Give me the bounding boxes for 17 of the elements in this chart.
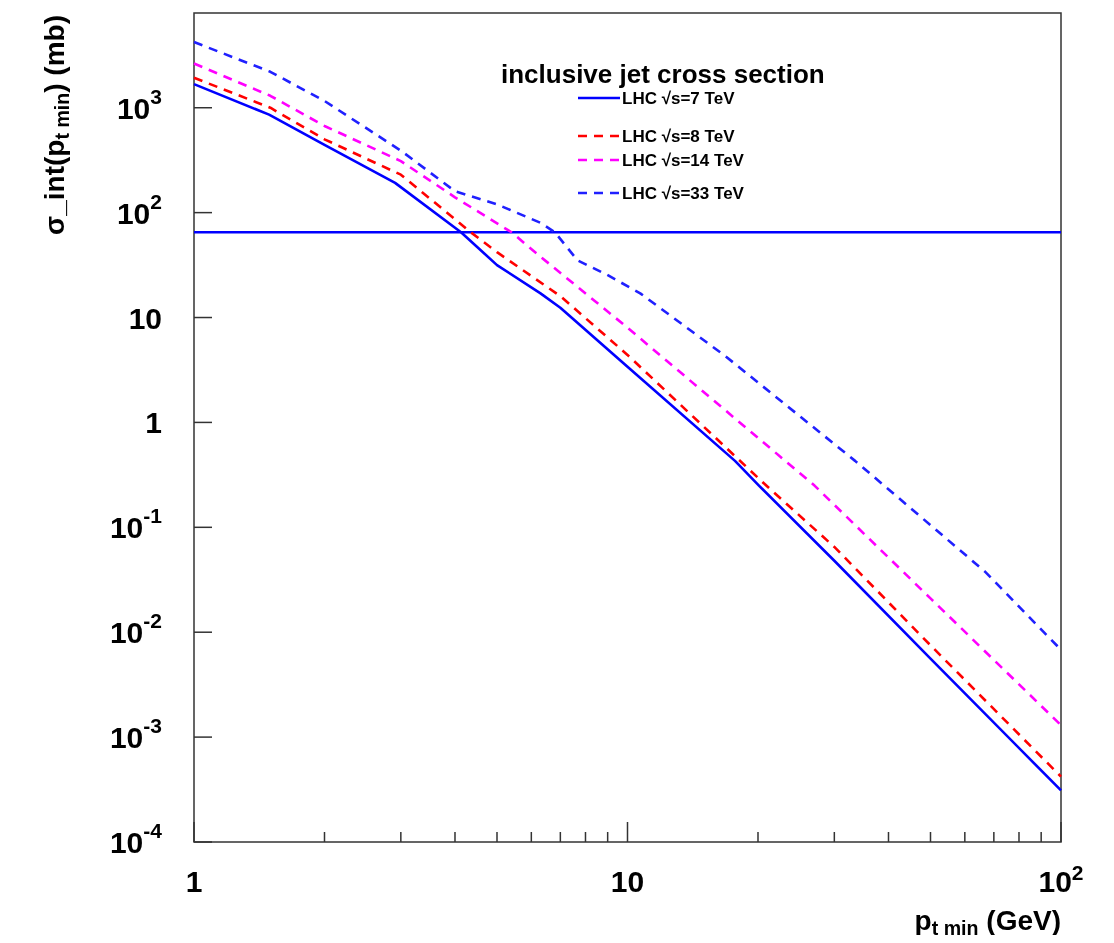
x-tick-label: 1 (185, 865, 203, 898)
y-tick-label: 10 (128, 301, 162, 335)
y-tick-label: 1 (145, 405, 162, 439)
y-tick-label: 10$^{-3}$ (109, 714, 162, 754)
y-tick-label: 10$^{-2}$ (109, 609, 162, 649)
y-tick-label: 10$^{-1}$ (109, 504, 163, 544)
x-axis-title: p$_{t min}$ (GeV) (914, 905, 1061, 939)
x-tick-label: 10 (610, 865, 645, 898)
legend-label: LHC √s=14 TeV (622, 151, 745, 170)
legend-title: inclusive jet cross section (501, 59, 825, 89)
y-tick-label: 10$^{-4}$ (109, 818, 163, 859)
legend-label: LHC √s=7 TeV (622, 89, 736, 108)
x-tick-label: 10$^{2}$ (1038, 861, 1084, 898)
y-tick-label: 10$^{2}$ (116, 189, 162, 230)
y-tick-label: 10$^{3}$ (116, 84, 162, 125)
legend-label: LHC √s=33 TeV (622, 184, 745, 203)
legend-label: LHC √s=8 TeV (622, 127, 736, 146)
